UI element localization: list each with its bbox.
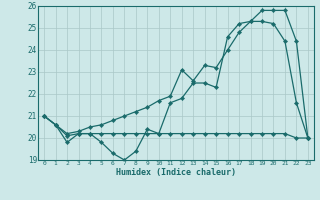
X-axis label: Humidex (Indice chaleur): Humidex (Indice chaleur) — [116, 168, 236, 177]
